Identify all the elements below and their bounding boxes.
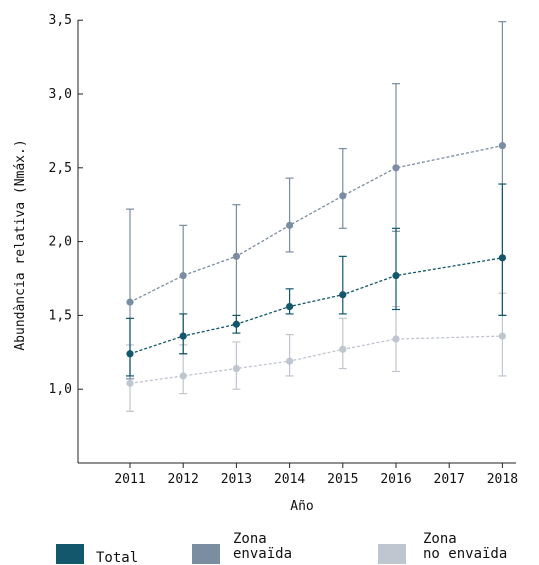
y-tick-label: 3,5 [49,13,72,28]
legend-label: envaïda [233,546,292,562]
x-tick-label: 2014 [274,472,305,487]
data-point [392,271,400,280]
data-point [179,271,187,280]
y-tick-label: 2,0 [49,235,72,250]
y-tick-label: 3,0 [49,87,72,102]
y-tick-label: 1,0 [49,382,72,397]
legend-label: Total [96,550,138,565]
legend-label: no envaïda [423,546,507,562]
legend-swatch [56,544,84,564]
data-point [126,350,134,358]
data-point [286,302,294,311]
series-line [129,257,503,355]
legend-swatch [378,544,406,564]
series-2 [126,183,507,377]
series-1 [126,21,507,380]
data-point [286,357,294,365]
x-tick-label: 2015 [327,472,358,487]
legend-item-0: Total [56,544,138,565]
y-tick-label: 1,5 [49,308,72,323]
data-point [392,335,400,343]
series-line [129,145,503,303]
x-tick-label: 2012 [168,472,199,487]
x-tick-label: 2017 [434,472,465,487]
data-point [498,142,506,150]
data-point [232,252,240,260]
x-tick-label: 2013 [221,472,252,487]
x-tick-label: 2011 [114,472,145,487]
data-point [179,332,187,340]
data-point [179,372,187,380]
data-point [232,364,240,373]
x-tick-label: 2018 [487,472,518,487]
y-axis-title: Abundància relativa (Nmáx.) [13,139,28,350]
data-point [232,320,240,328]
data-point [339,345,347,353]
data-point [498,332,506,340]
data-point [126,379,134,387]
axes: 1,0 1,5 2,0 2,5 3,0 3,5 2011 2012 2013 2014 2015 20… [13,13,518,514]
legend-label: Zona [423,531,457,547]
data-point [126,298,134,306]
plot-area [126,21,507,412]
x-axis-title: Año [290,499,313,514]
legend-swatch [192,544,220,564]
data-point [339,192,347,200]
x-tick-label: 2016 [380,472,411,487]
legend-label: Zona [233,531,267,547]
data-point [339,291,347,299]
data-point [392,164,400,172]
y-tick-label: 2,5 [49,161,72,176]
data-point [498,254,506,262]
data-point [286,221,294,229]
